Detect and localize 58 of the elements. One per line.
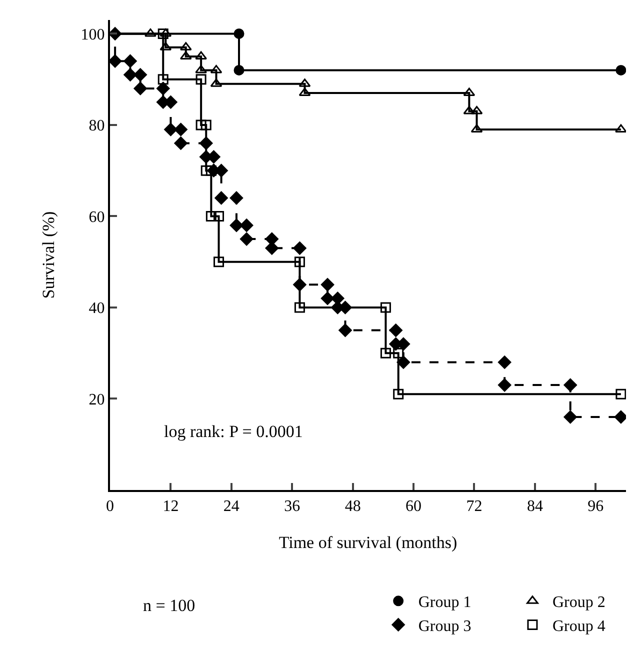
point	[298, 88, 311, 96]
point	[463, 88, 476, 96]
y-tick-label: 20	[88, 391, 105, 408]
y-axis-title: Survival (%)	[38, 211, 58, 299]
y-tick-label: 80	[88, 118, 105, 135]
point	[195, 64, 208, 74]
point	[144, 28, 156, 37]
point	[380, 302, 391, 313]
x-tick-label: 12	[162, 498, 179, 516]
point	[200, 165, 212, 176]
point	[124, 54, 137, 68]
y-tick-label: 40	[88, 300, 105, 318]
point	[134, 68, 147, 82]
legend-label: Group 2	[552, 594, 606, 612]
point	[196, 74, 206, 85]
point	[164, 122, 178, 136]
point	[206, 165, 216, 176]
point	[196, 120, 206, 130]
x-tick-label: 24	[223, 498, 240, 516]
legend-label: Group 1	[418, 594, 472, 612]
point	[158, 28, 168, 39]
x-tick-label: 36	[284, 498, 300, 516]
point	[614, 410, 626, 424]
text: n = 100	[143, 596, 196, 615]
point	[110, 54, 122, 68]
y-tick-label: 100	[80, 26, 105, 44]
point	[393, 348, 404, 358]
legend-label: Group 4	[552, 618, 606, 635]
point	[470, 124, 483, 133]
x-tick-label: 0	[106, 498, 114, 516]
point	[158, 74, 168, 85]
point	[134, 82, 147, 96]
point	[230, 218, 244, 232]
point	[320, 292, 334, 305]
x-tick-label: 60	[406, 498, 422, 516]
point	[206, 210, 216, 222]
point	[380, 348, 391, 358]
point	[210, 64, 222, 74]
point	[294, 256, 305, 268]
legend-label: Group 3	[418, 618, 472, 635]
point	[614, 124, 626, 133]
x-tick-label: 48	[344, 498, 361, 516]
point	[160, 28, 172, 37]
point	[616, 388, 626, 400]
y-tick-label: 60	[88, 208, 105, 226]
x-tick-label: 72	[466, 498, 482, 516]
point	[214, 210, 224, 222]
x-tick-label: 84	[526, 498, 543, 516]
point	[200, 120, 212, 130]
annotation: log rank: P = 0.0001	[164, 422, 303, 441]
x-axis-title: Time of survival (months)	[278, 533, 458, 552]
point	[265, 242, 278, 255]
x-tick-label: 96	[588, 498, 604, 516]
point	[214, 256, 224, 268]
point	[294, 302, 305, 313]
point	[564, 410, 577, 424]
point	[616, 64, 626, 76]
point	[393, 388, 404, 400]
